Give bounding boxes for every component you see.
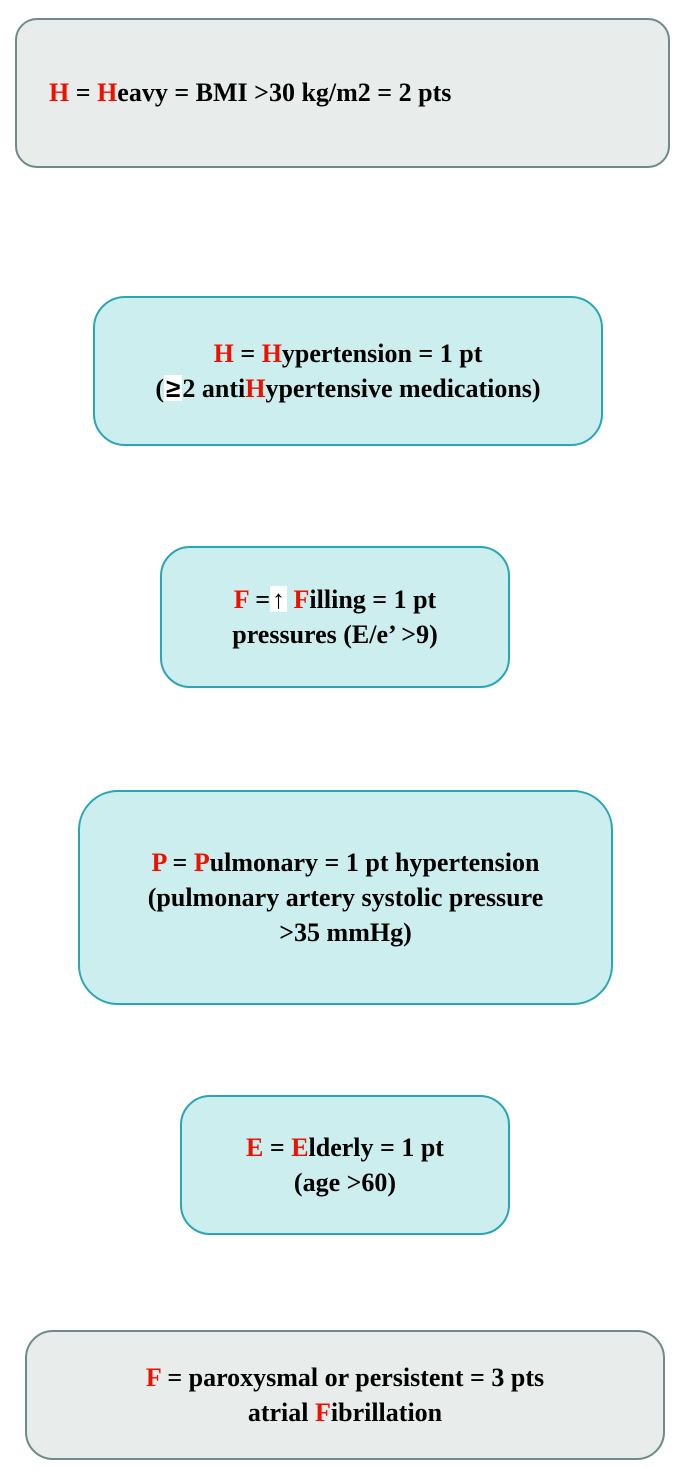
h1-heavy-box: H = Heavy = BMI >30 kg/m2 = 2 pts	[15, 18, 670, 168]
f-filling-text: F =↑ Filling = 1 ptpressures (E/e’ >9)	[182, 582, 488, 652]
f-fibrillation-box: F = paroxysmal or persistent = 3 ptsatri…	[25, 1330, 665, 1460]
f-fibrillation-text: F = paroxysmal or persistent = 3 ptsatri…	[47, 1360, 643, 1430]
p-pulmonary-text: P = Pulmonary = 1 pt hypertension(pulmon…	[100, 845, 591, 950]
e-elderly-text: E = Elderly = 1 pt(age >60)	[202, 1130, 488, 1200]
diagram-stage: H = Heavy = BMI >30 kg/m2 = 2 pts H = Hyp…	[0, 0, 685, 1476]
p-pulmonary-box: P = Pulmonary = 1 pt hypertension(pulmon…	[78, 790, 613, 1005]
e-elderly-box: E = Elderly = 1 pt(age >60)	[180, 1095, 510, 1235]
h1-heavy-text: H = Heavy = BMI >30 kg/m2 = 2 pts	[49, 75, 648, 110]
h2-hypertension-box: H = Hypertension = 1 pt(≥2 antiHypertens…	[93, 296, 603, 446]
f-filling-box: F =↑ Filling = 1 ptpressures (E/e’ >9)	[160, 546, 510, 688]
h2-hypertension-text: H = Hypertension = 1 pt(≥2 antiHypertens…	[115, 336, 581, 406]
